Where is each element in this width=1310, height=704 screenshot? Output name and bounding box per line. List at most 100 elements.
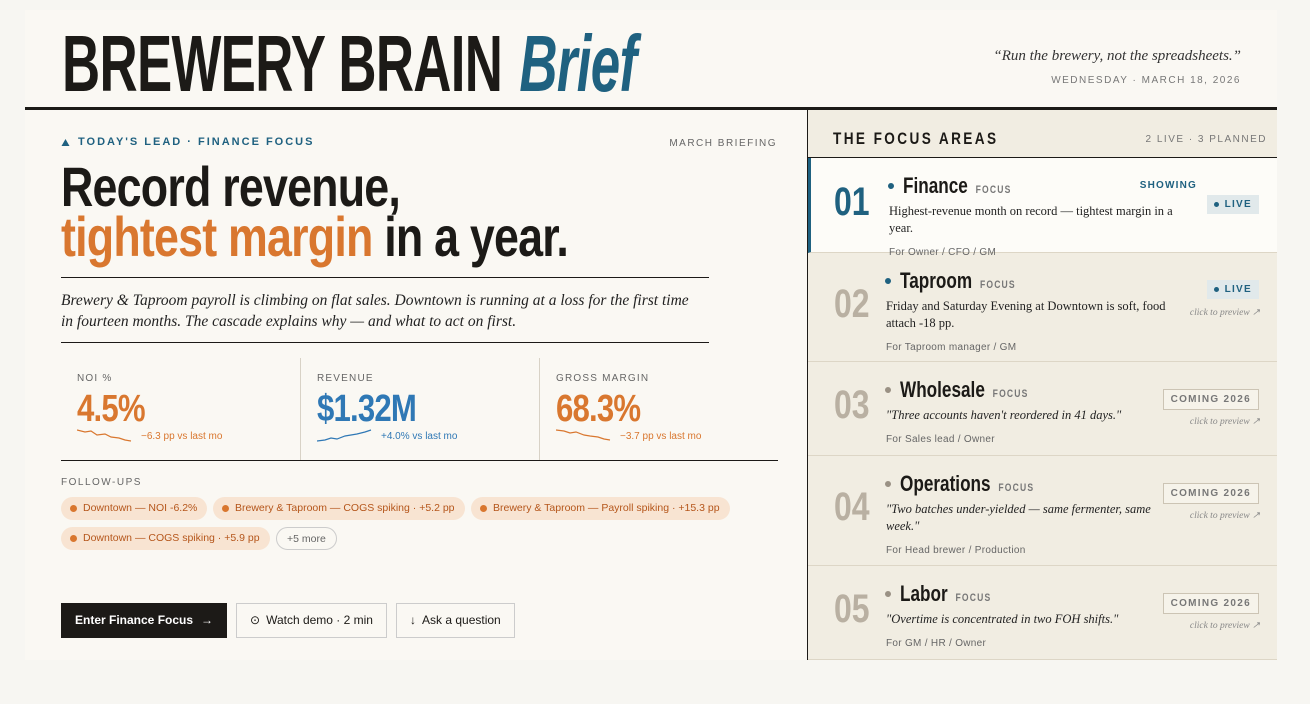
focus-title: THE FOCUS AREAS xyxy=(833,129,999,148)
action-button[interactable]: Enter Finance Focus → xyxy=(61,603,228,638)
brief: BREWERY BRAIN Brief “Run the brewery, not… xyxy=(25,10,1277,660)
focus-audience: For Taproom manager / GM xyxy=(886,342,1017,353)
headline: Record revenue, tightest margin in a year… xyxy=(61,159,569,265)
focus-status: LIVE xyxy=(1206,280,1259,299)
focus-name-text: Wholesale xyxy=(900,377,985,402)
action-button[interactable]: ⊙ Watch demo · 2 min xyxy=(236,603,387,638)
focus-name-text: Labor xyxy=(900,581,948,606)
focus-name-text: Taproom xyxy=(900,268,973,293)
focus-tag: FOCUS xyxy=(975,184,1012,196)
sparkline xyxy=(317,429,372,442)
kpi-value: $1.32M xyxy=(317,388,417,430)
kicker: TODAY'S LEAD · FINANCE FOCUS xyxy=(78,136,315,148)
focus-name: Wholesale FOCUS xyxy=(900,377,1029,403)
followup-chip[interactable]: Brewery & Taproom — COGS spiking · +5.2 … xyxy=(213,497,465,520)
focus-audience: For Owner / CFO / GM xyxy=(889,247,997,258)
focus-audience: For Head brewer / Production xyxy=(886,545,1026,556)
rule xyxy=(61,460,778,461)
rule xyxy=(808,157,1277,158)
followups-label: FOLLOW-UPS xyxy=(61,477,142,488)
focus-row[interactable]: 03 Wholesale FOCUS "Three accounts haven't … xyxy=(808,362,1277,456)
focus-tag: FOCUS xyxy=(955,592,992,604)
kpi-value: 68.3% xyxy=(556,388,641,430)
sparkline-path xyxy=(77,429,132,442)
headline-line: Record revenue, xyxy=(61,155,401,218)
focus-panel: THE FOCUS AREAS 2 LIVE · 3 PLANNED 01 Fin… xyxy=(807,110,1277,660)
kpi-label: GROSS MARGIN xyxy=(556,373,650,384)
followup-chip[interactable]: Brewery & Taproom — Payroll spiking · +1… xyxy=(471,497,730,520)
status-dot xyxy=(885,387,891,393)
triangle-icon xyxy=(61,139,70,146)
focus-desc: Highest-revenue month on record — tighte… xyxy=(889,204,1173,235)
focus-number: 01 xyxy=(834,179,870,224)
icon: → xyxy=(201,613,214,627)
status-dot xyxy=(885,481,891,487)
focus-number: 05 xyxy=(834,587,870,631)
summary: Brewery & Taproom payroll is climbing on… xyxy=(61,292,689,330)
status-dot xyxy=(885,591,891,597)
button-label: Watch demo · 2 min xyxy=(266,613,373,627)
focus-row[interactable]: 02 Taproom FOCUS Friday and Saturday Evenin… xyxy=(808,253,1277,362)
title-main: BREWERY BRAIN xyxy=(62,19,503,108)
button-label: Enter Finance Focus xyxy=(75,613,194,627)
kpi: NOI % 4.5% −6.3 pp vs last mo xyxy=(61,358,300,460)
kpi: REVENUE $1.32M +4.0% vs last mo xyxy=(300,358,539,460)
focus-row[interactable]: 01 Finance FOCUS SHOWING Highest-revenue mon… xyxy=(808,158,1277,258)
focus-status: COMING 2026 xyxy=(1162,389,1259,410)
sparkline-path xyxy=(556,429,611,441)
focus-name-text: Operations xyxy=(900,471,991,496)
focus-audience: For Sales lead / Owner xyxy=(886,434,995,445)
focus-status: COMING 2026 xyxy=(1162,593,1259,614)
rule xyxy=(61,277,709,278)
preview-hint: click to preview ↗ xyxy=(1189,511,1260,521)
headline-accent: tightest margin xyxy=(61,205,373,268)
preview-hint: click to preview ↗ xyxy=(1189,621,1260,631)
preview-hint: click to preview ↗ xyxy=(1189,308,1260,318)
kpi-delta: +4.0% vs last mo xyxy=(381,431,458,442)
preview-hint: click to preview ↗ xyxy=(1189,417,1260,427)
date: WEDNESDAY · MARCH 18, 2026 xyxy=(1051,75,1241,86)
focus-status: COMING 2026 xyxy=(1162,483,1259,504)
kpi-value: 4.5% xyxy=(77,388,146,430)
status-dot xyxy=(888,183,894,189)
focus-name-text: Finance xyxy=(903,173,968,198)
sparkline xyxy=(556,429,611,441)
focus-name: Operations FOCUS xyxy=(900,471,1034,497)
followup-chip[interactable]: Downtown — NOI -6.2% xyxy=(61,497,208,520)
title-accent: Brief xyxy=(519,19,637,108)
action-button[interactable]: ↓ Ask a question xyxy=(396,603,515,638)
focus-desc: "Two batches under-yielded — same fermen… xyxy=(886,502,1151,533)
focus-desc: "Three accounts haven't reordered in 41 … xyxy=(886,408,1122,422)
sparkline xyxy=(77,429,132,442)
rule xyxy=(61,342,709,343)
status-dot xyxy=(885,278,891,284)
button-label: Ask a question xyxy=(422,613,501,627)
focus-name: Labor FOCUS xyxy=(900,581,991,607)
icon: ⊙ xyxy=(250,613,261,627)
focus-status: LIVE xyxy=(1206,195,1259,214)
focus-desc: Friday and Saturday Evening at Downtown … xyxy=(886,299,1166,330)
focus-row[interactable]: 04 Operations FOCUS "Two batches under-yiel… xyxy=(808,456,1277,566)
title: BREWERY BRAIN Brief xyxy=(62,18,637,110)
focus-name: Taproom FOCUS xyxy=(900,268,1016,294)
masthead: BREWERY BRAIN Brief “Run the brewery, not… xyxy=(25,10,1277,110)
focus-name: Finance FOCUS xyxy=(903,173,1012,199)
lead-panel: TODAY'S LEAD · FINANCE FOCUS MARCH BRIEF… xyxy=(25,110,807,660)
focus-number: 04 xyxy=(834,485,870,529)
focus-tag: FOCUS xyxy=(979,279,1016,291)
kpi-label: REVENUE xyxy=(317,373,374,384)
focus-desc: "Overtime is concentrated in two FOH shi… xyxy=(886,612,1119,626)
focus-row[interactable]: 05 Labor FOCUS "Overtime is concentrated in… xyxy=(808,566,1277,660)
headline-line: in a year. xyxy=(372,205,569,268)
focus-number: 03 xyxy=(834,383,870,427)
kpi: GROSS MARGIN 68.3% −3.7 pp vs last mo xyxy=(539,358,778,460)
focus-number: 02 xyxy=(834,281,870,326)
showing-indicator: SHOWING xyxy=(1139,180,1197,191)
sparkline-path xyxy=(317,429,372,442)
followup-chip[interactable]: +5 more xyxy=(276,527,337,550)
icon: ↓ xyxy=(410,613,416,627)
followup-chip[interactable]: Downtown — COGS spiking · +5.9 pp xyxy=(61,527,270,550)
focus-status: 2 LIVE · 3 PLANNED xyxy=(1145,134,1267,145)
tagline: “Run the brewery, not the spreadsheets.” xyxy=(993,48,1241,64)
